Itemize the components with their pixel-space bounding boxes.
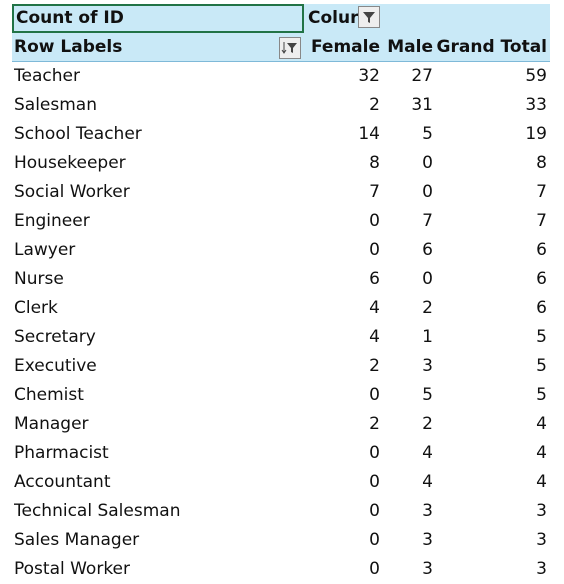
- value-cell: 2: [369, 95, 380, 115]
- value-cell: 5: [536, 356, 547, 376]
- row-label: Pharmacist: [14, 443, 109, 463]
- row-label: Lawyer: [14, 240, 76, 260]
- row-label: Nurse: [14, 269, 64, 289]
- value-cell: 8: [536, 153, 547, 173]
- value-cell: 32: [358, 66, 380, 86]
- value-cell: 7: [536, 182, 547, 202]
- value-cell: 7: [369, 182, 380, 202]
- value-cell: 6: [536, 298, 547, 318]
- row-label: Engineer: [14, 211, 90, 231]
- value-cell: 2: [369, 414, 380, 434]
- value-cell: 4: [536, 414, 547, 434]
- row-label: School Teacher: [14, 124, 142, 144]
- value-cell: 0: [369, 472, 380, 492]
- row-label: Postal Worker: [14, 559, 131, 579]
- row-label: Manager: [14, 414, 89, 434]
- row-filter-button[interactable]: [279, 37, 301, 59]
- filter-icon: [281, 42, 297, 54]
- value-cell: 3: [422, 530, 433, 550]
- value-cell: 59: [525, 66, 547, 86]
- value-cell: 4: [369, 327, 380, 347]
- value-cell: 4: [422, 472, 433, 492]
- value-cell: 3: [422, 356, 433, 376]
- value-cell: 2: [422, 414, 433, 434]
- value-cell: 4: [369, 298, 380, 318]
- value-cell: 0: [422, 153, 433, 173]
- row-label: Social Worker: [14, 182, 130, 202]
- value-cell: 0: [369, 530, 380, 550]
- value-cell: 3: [536, 530, 547, 550]
- value-cell: 4: [422, 443, 433, 463]
- value-cell: 8: [369, 153, 380, 173]
- value-cell: 5: [536, 385, 547, 405]
- row-label: Sales Manager: [14, 530, 140, 550]
- filter-icon: [363, 12, 375, 23]
- value-cell: 0: [422, 269, 433, 289]
- row-label: Technical Salesman: [14, 501, 181, 521]
- value-cell: 2: [369, 356, 380, 376]
- row-label: Accountant: [14, 472, 111, 492]
- value-cell: 5: [422, 124, 433, 144]
- value-cell: 19: [525, 124, 547, 144]
- value-cell: 5: [422, 385, 433, 405]
- value-cell: 6: [422, 240, 433, 260]
- value-cell: 2: [422, 298, 433, 318]
- column-labels[interactable]: Colur: [307, 4, 359, 33]
- value-cell: 6: [536, 240, 547, 260]
- value-cell: 14: [358, 124, 380, 144]
- value-cell: 7: [422, 211, 433, 231]
- row-label: Chemist: [14, 385, 84, 405]
- value-cell: 3: [536, 501, 547, 521]
- value-cell: 3: [422, 559, 433, 579]
- value-cell: 0: [369, 443, 380, 463]
- row-label: Housekeeper: [14, 153, 126, 173]
- column-header: Male: [387, 37, 433, 57]
- column-header: Grand Total: [436, 37, 547, 57]
- value-cell: 27: [411, 66, 433, 86]
- value-cell: 33: [525, 95, 547, 115]
- column-header[interactable]: Row Labels: [14, 37, 123, 57]
- row-label: Clerk: [14, 298, 58, 318]
- title-cell[interactable]: Count of ID: [12, 4, 304, 33]
- value-cell: 0: [369, 240, 380, 260]
- column-filter-button[interactable]: [358, 6, 380, 28]
- value-cell: 0: [369, 501, 380, 521]
- value-cell: 31: [411, 95, 433, 115]
- value-cell: 0: [422, 182, 433, 202]
- value-cell: 0: [369, 385, 380, 405]
- row-label: Secretary: [14, 327, 96, 347]
- row-label: Salesman: [14, 95, 97, 115]
- value-cell: 4: [536, 472, 547, 492]
- value-cell: 0: [369, 559, 380, 579]
- value-cell: 5: [536, 327, 547, 347]
- value-cell: 7: [536, 211, 547, 231]
- row-label: Teacher: [14, 66, 80, 86]
- value-cell: 1: [422, 327, 433, 347]
- value-cell: 3: [422, 501, 433, 521]
- value-cell: 3: [536, 559, 547, 579]
- row-label: Executive: [14, 356, 97, 376]
- column-header: Female: [311, 37, 380, 57]
- value-cell: 6: [536, 269, 547, 289]
- value-cell: 6: [369, 269, 380, 289]
- value-cell: 0: [369, 211, 380, 231]
- value-cell: 4: [536, 443, 547, 463]
